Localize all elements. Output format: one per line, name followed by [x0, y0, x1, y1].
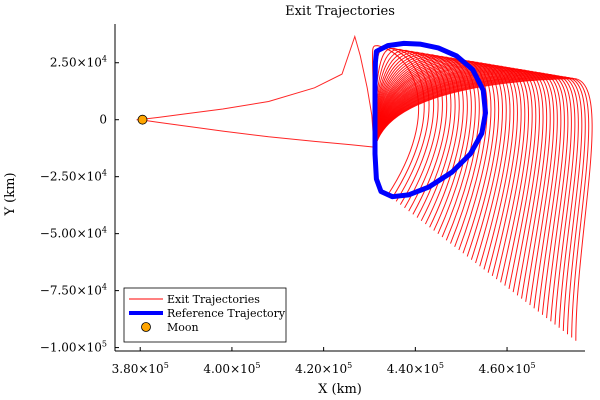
- x-axis-title: X (km): [318, 382, 362, 397]
- exit-trajectory-line: [373, 67, 533, 286]
- chart-title: Exit Trajectories: [285, 4, 395, 19]
- exit-escape-path: [136, 34, 375, 148]
- exit-trajectory-line: [373, 55, 468, 231]
- y-ticks: 2.50×104 0 −2.50×104 −5.00×104 −7.50×104 −1.0…: [40, 55, 119, 355]
- exit-trajectory-line: [373, 62, 503, 260]
- exit-trajectory-line: [373, 66, 526, 280]
- legend-label-moon: Moon: [167, 321, 199, 334]
- exit-trajectory-line: [373, 60, 492, 251]
- exit-trajectory-line: [373, 69, 544, 296]
- exit-trajectory-line: [373, 65, 522, 277]
- exit-trajectory-line: [373, 53, 456, 222]
- y-tick-label: 0: [99, 113, 107, 127]
- exit-trajectory-line: [373, 63, 507, 264]
- exit-trajectory-line: [373, 69, 540, 293]
- exit-trajectory-line: [373, 68, 537, 289]
- exit-trajectory-line: [373, 71, 555, 306]
- x-ticks: 3.80×105 4.00×105 4.20×105 4.40×105 4.60×105: [112, 347, 536, 376]
- exit-trajectory-line: [373, 70, 551, 302]
- exit-trajectory-line: [373, 67, 530, 283]
- legend-swatch-moon: [141, 322, 151, 332]
- exit-trajectory-line: [373, 72, 558, 309]
- exit-trajectory-line: [373, 61, 496, 254]
- exit-trajectory-line: [373, 72, 562, 312]
- exit-trajectory-line: [373, 75, 576, 325]
- legend-label-reference: Reference Trajectory: [167, 307, 286, 320]
- legend: Exit Trajectories Reference Trajectory M…: [123, 287, 287, 343]
- exit-trajectory-line: [373, 58, 480, 241]
- exit-trajectory-line: [373, 78, 593, 341]
- series-moon: [137, 114, 148, 125]
- x-tick-label: 4.40×105: [387, 361, 444, 376]
- exit-trajectory-line: [373, 65, 518, 273]
- exit-trajectory-line: [373, 55, 464, 228]
- y-tick-label: −5.00×104: [40, 226, 107, 241]
- y-axis-title: Y (km): [3, 172, 18, 216]
- exit-trajectory-line: [373, 52, 452, 218]
- moon-marker: [137, 114, 148, 125]
- exit-trajectory-line: [373, 75, 579, 328]
- y-tick-label: −2.50×104: [40, 169, 107, 184]
- exit-trajectory-line: [373, 63, 511, 267]
- exit-trajectory-line: [373, 70, 548, 299]
- axes: 3.80×105 4.00×105 4.20×105 4.40×105 4.60×105…: [40, 24, 585, 376]
- reference-trajectory-line: [372, 40, 488, 200]
- exit-trajectory-line: [373, 61, 500, 257]
- exit-trajectory-line: [373, 57, 476, 238]
- x-tick-label: 4.60×105: [478, 361, 535, 376]
- y-tick-label: −1.00×105: [40, 340, 107, 355]
- x-tick-label: 4.00×105: [203, 361, 260, 376]
- exit-trajectory-line: [373, 54, 460, 225]
- y-tick-label: −7.50×104: [40, 283, 107, 298]
- x-tick-label: 4.20×105: [295, 361, 352, 376]
- legend-label-exit: Exit Trajectories: [167, 293, 260, 306]
- series-reference-trajectory: [372, 40, 488, 200]
- x-tick-label: 3.80×105: [112, 361, 169, 376]
- y-tick-label: 2.50×104: [50, 55, 107, 70]
- exit-trajectory-line: [373, 51, 448, 215]
- exit-trajectory-line: [373, 64, 515, 270]
- plot-area: [136, 34, 593, 341]
